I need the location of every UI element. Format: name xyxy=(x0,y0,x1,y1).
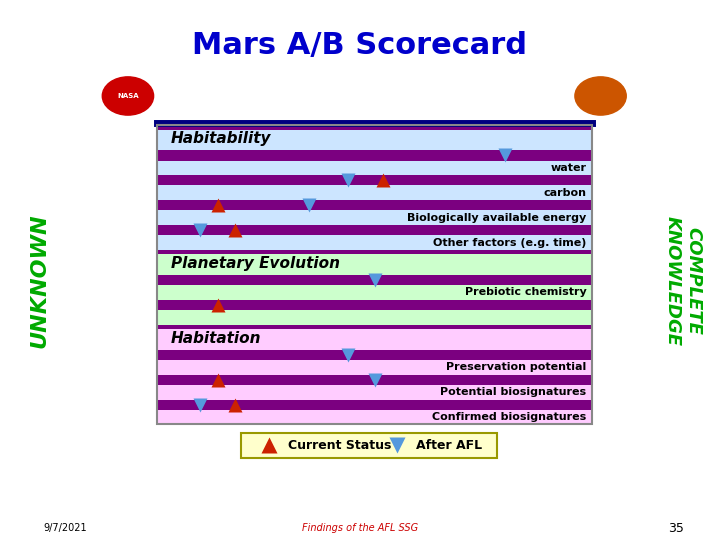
Bar xyxy=(157,385,593,400)
Bar xyxy=(157,211,593,225)
Bar xyxy=(157,185,593,200)
Bar xyxy=(157,275,593,285)
Bar xyxy=(157,235,593,250)
Text: Biologically available energy: Biologically available energy xyxy=(408,213,587,222)
Text: 35: 35 xyxy=(668,522,684,535)
Bar xyxy=(157,125,593,130)
Bar xyxy=(157,375,593,385)
Bar xyxy=(157,225,593,235)
Bar xyxy=(157,200,593,211)
Text: COMPLETE
KNOWLEDGE: COMPLETE KNOWLEDGE xyxy=(663,216,702,346)
Bar xyxy=(157,300,593,310)
Text: Planetary Evolution: Planetary Evolution xyxy=(171,256,340,271)
Circle shape xyxy=(575,77,626,115)
Text: carbon: carbon xyxy=(544,188,587,198)
Bar xyxy=(157,400,593,410)
Text: Prebiotic chemistry: Prebiotic chemistry xyxy=(465,287,587,298)
Text: NASA: NASA xyxy=(117,93,139,99)
Bar xyxy=(157,349,593,360)
Bar xyxy=(157,250,593,254)
Bar xyxy=(157,410,593,424)
Bar xyxy=(157,125,593,424)
Text: Current Status: Current Status xyxy=(288,439,392,452)
Text: Confirmed biosignatures: Confirmed biosignatures xyxy=(433,412,587,422)
Bar xyxy=(157,160,593,175)
Text: Potential biosignatures: Potential biosignatures xyxy=(441,387,587,397)
Text: water: water xyxy=(551,163,587,173)
Text: UNKNOWN: UNKNOWN xyxy=(30,213,50,348)
Text: After AFL: After AFL xyxy=(416,439,482,452)
Text: Preservation potential: Preservation potential xyxy=(446,362,587,373)
Text: Mars A/B Scorecard: Mars A/B Scorecard xyxy=(192,31,528,60)
Bar xyxy=(157,310,593,325)
Circle shape xyxy=(102,77,153,115)
Bar xyxy=(157,150,593,160)
Bar xyxy=(240,433,498,458)
Text: Other factors (e.g. time): Other factors (e.g. time) xyxy=(433,238,587,248)
Text: 9/7/2021: 9/7/2021 xyxy=(43,523,87,533)
Text: Findings of the AFL SSG: Findings of the AFL SSG xyxy=(302,523,418,533)
Text: Habitation: Habitation xyxy=(171,331,261,346)
Bar xyxy=(157,125,593,150)
Bar xyxy=(157,325,593,329)
Text: Habitability: Habitability xyxy=(171,131,271,146)
Bar xyxy=(157,250,593,275)
Bar xyxy=(157,360,593,375)
Bar xyxy=(157,325,593,349)
Bar xyxy=(157,175,593,185)
Bar xyxy=(157,285,593,300)
